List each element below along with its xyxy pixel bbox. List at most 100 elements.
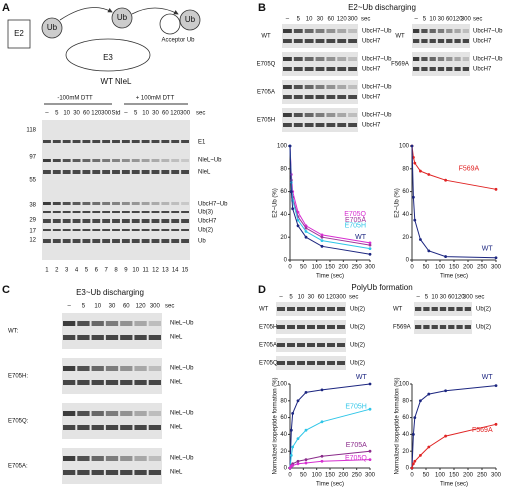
- gel-band: [131, 229, 140, 231]
- gel: [412, 24, 470, 48]
- gel-band: [429, 67, 436, 71]
- gel-band: [151, 140, 160, 143]
- gel-band: [421, 67, 428, 71]
- gel-band: [102, 219, 111, 223]
- gel-band: [348, 29, 357, 33]
- label: E3: [103, 53, 113, 62]
- x-tick-label: 50: [423, 473, 430, 479]
- band-label: UbcH7~Ub: [362, 85, 392, 91]
- gel-band: [62, 140, 71, 143]
- gel-band: [62, 211, 71, 213]
- data-point: [444, 255, 447, 258]
- gel-band: [92, 170, 101, 174]
- gel-band: [52, 202, 61, 205]
- data-point: [289, 190, 293, 194]
- x-tick-label: 0: [288, 473, 292, 479]
- gel-band: [464, 325, 471, 329]
- gel-band: [161, 211, 170, 213]
- band-label: Ub(3): [198, 210, 213, 216]
- band-label: NleL~Ub: [170, 366, 194, 372]
- gel-band: [141, 140, 150, 143]
- lane-label: –: [45, 111, 49, 117]
- data-point: [291, 445, 295, 449]
- lane-label: 10: [431, 295, 438, 301]
- gel-band: [82, 202, 91, 205]
- band-label: Ub(2): [350, 343, 365, 349]
- data-point: [427, 249, 431, 253]
- band-label: NleL: [198, 170, 211, 176]
- band-label: NleL~Ub: [170, 411, 194, 417]
- gel-band: [134, 335, 147, 340]
- lane-number: 4: [75, 268, 79, 274]
- gel-band: [62, 202, 71, 205]
- gel-band: [77, 335, 90, 340]
- gel-band: [148, 456, 161, 461]
- x-tick-label: 250: [477, 265, 488, 271]
- gel-band: [413, 39, 420, 43]
- data-point: [494, 256, 498, 260]
- x-axis-label: Time (sec): [440, 482, 468, 488]
- x-tick-label: 150: [449, 265, 460, 271]
- gel-band: [337, 361, 345, 365]
- gel-band: [141, 211, 150, 213]
- gel-band: [62, 170, 71, 174]
- gel-band: [337, 39, 347, 43]
- lane-label: –: [279, 295, 283, 301]
- gel-band: [62, 239, 71, 243]
- gel-band: [317, 307, 325, 311]
- gel-band: [304, 95, 314, 99]
- data-point: [304, 461, 308, 465]
- gel-band: [131, 170, 140, 174]
- label: sec: [361, 17, 370, 23]
- gel-band: [462, 57, 469, 61]
- band-label: UbcH7~Ub: [473, 57, 503, 63]
- gel-band: [327, 307, 335, 311]
- series-label: F569A: [459, 166, 480, 173]
- gel-band: [52, 229, 61, 231]
- data-point: [296, 224, 300, 228]
- gel-band: [181, 170, 189, 174]
- data-point: [368, 243, 372, 247]
- gel-band: [43, 140, 51, 143]
- y-tick-label: 0: [406, 466, 410, 472]
- gel-band: [102, 229, 111, 231]
- gel-band: [105, 380, 119, 385]
- lane-label: 30: [109, 304, 116, 310]
- gel-band: [102, 140, 111, 143]
- data-point: [296, 462, 300, 466]
- lane-label: 120: [455, 295, 466, 301]
- gel-band: [315, 113, 325, 117]
- gel-band: [141, 159, 150, 162]
- lane-number: 9: [124, 268, 128, 274]
- label: E2: [14, 29, 24, 38]
- data-point: [320, 244, 324, 248]
- data-point: [291, 464, 295, 467]
- gel-band: [91, 425, 104, 430]
- lane-label: 120: [136, 304, 147, 310]
- data-point: [320, 454, 324, 458]
- gel-band: [52, 140, 61, 143]
- x-tick-label: 0: [288, 265, 292, 271]
- gel-band: [120, 425, 133, 430]
- gel-band: [121, 219, 130, 223]
- gel-band: [120, 366, 133, 371]
- gel-band: [151, 170, 160, 174]
- gel-band: [348, 95, 357, 99]
- gel-band: [283, 57, 292, 61]
- lane-number: 3: [65, 268, 69, 274]
- gel-band: [171, 202, 180, 205]
- gel-band: [181, 229, 189, 231]
- gel-band: [121, 159, 130, 162]
- gel-band: [337, 57, 347, 61]
- gel-band: [456, 325, 463, 329]
- lane-label: 30: [73, 111, 80, 117]
- gel-band: [131, 219, 140, 223]
- data-point: [444, 178, 447, 182]
- gel-band: [348, 67, 357, 71]
- band-label: UbcH7~Ub: [473, 29, 503, 35]
- gel: [42, 120, 190, 260]
- data-point: [296, 459, 300, 463]
- gel-band: [413, 29, 420, 33]
- gel-band: [63, 380, 76, 385]
